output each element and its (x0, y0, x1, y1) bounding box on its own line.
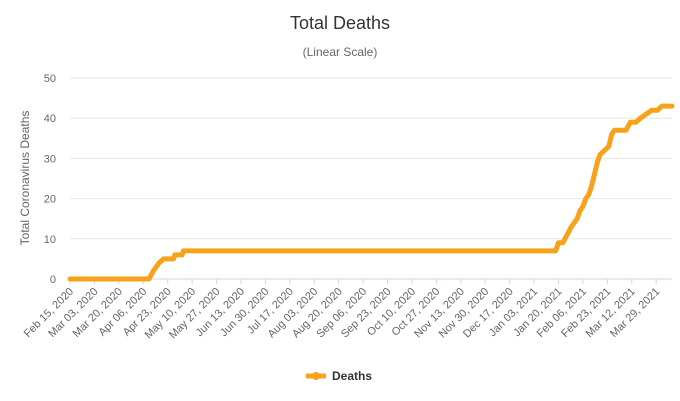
gridlines (70, 77, 672, 240)
data-point (609, 132, 614, 137)
legend-swatch-marker (312, 372, 320, 380)
data-point (172, 252, 178, 258)
data-point (67, 276, 73, 282)
y-axis-ticks: 0 10 20 30 40 50 (44, 73, 56, 286)
data-point (586, 192, 591, 197)
data-point (606, 144, 611, 149)
data-point (181, 248, 186, 254)
data-point (595, 160, 600, 165)
y-tick-label: 10 (44, 234, 56, 246)
data-point (598, 152, 603, 157)
data-point (583, 196, 588, 201)
chart-subtitle: (Linear Scale) (303, 45, 378, 59)
data-point (179, 252, 185, 258)
y-tick-label: 20 (44, 194, 56, 206)
data-point (592, 172, 597, 177)
data-point (577, 208, 583, 213)
data-point (572, 220, 577, 225)
series-group (67, 103, 675, 282)
legend[interactable]: Deaths (306, 369, 372, 383)
data-point (659, 103, 665, 109)
data-point (553, 248, 558, 254)
data-point (628, 120, 633, 125)
data-point (643, 112, 649, 117)
legend-label-deaths[interactable]: Deaths (332, 369, 372, 383)
data-point (575, 216, 580, 221)
data-point (171, 256, 176, 262)
data-point (623, 128, 629, 133)
data-point (556, 240, 561, 245)
data-point (154, 264, 159, 270)
data-point (602, 148, 607, 153)
y-tick-label: 30 (44, 153, 56, 165)
y-axis-title: Total Coronavirus Deaths (18, 111, 32, 246)
series-line-deaths (67, 103, 675, 282)
y-tick-label: 40 (44, 113, 56, 125)
data-point (612, 128, 617, 133)
data-point (669, 103, 675, 109)
data-point (649, 108, 655, 113)
chart-title: Total Deaths (290, 13, 390, 33)
data-point (564, 232, 570, 237)
data-point (569, 224, 574, 229)
data-point (151, 268, 156, 274)
data-point (655, 108, 660, 113)
y-tick-label: 0 (50, 274, 56, 286)
data-point (580, 204, 586, 209)
data-point (560, 240, 565, 245)
y-tick-label: 50 (44, 73, 56, 85)
data-point (156, 260, 162, 266)
data-point (638, 116, 643, 121)
data-point (146, 276, 152, 282)
data-point (633, 120, 639, 125)
data-point (161, 256, 166, 262)
data-point (589, 184, 594, 189)
